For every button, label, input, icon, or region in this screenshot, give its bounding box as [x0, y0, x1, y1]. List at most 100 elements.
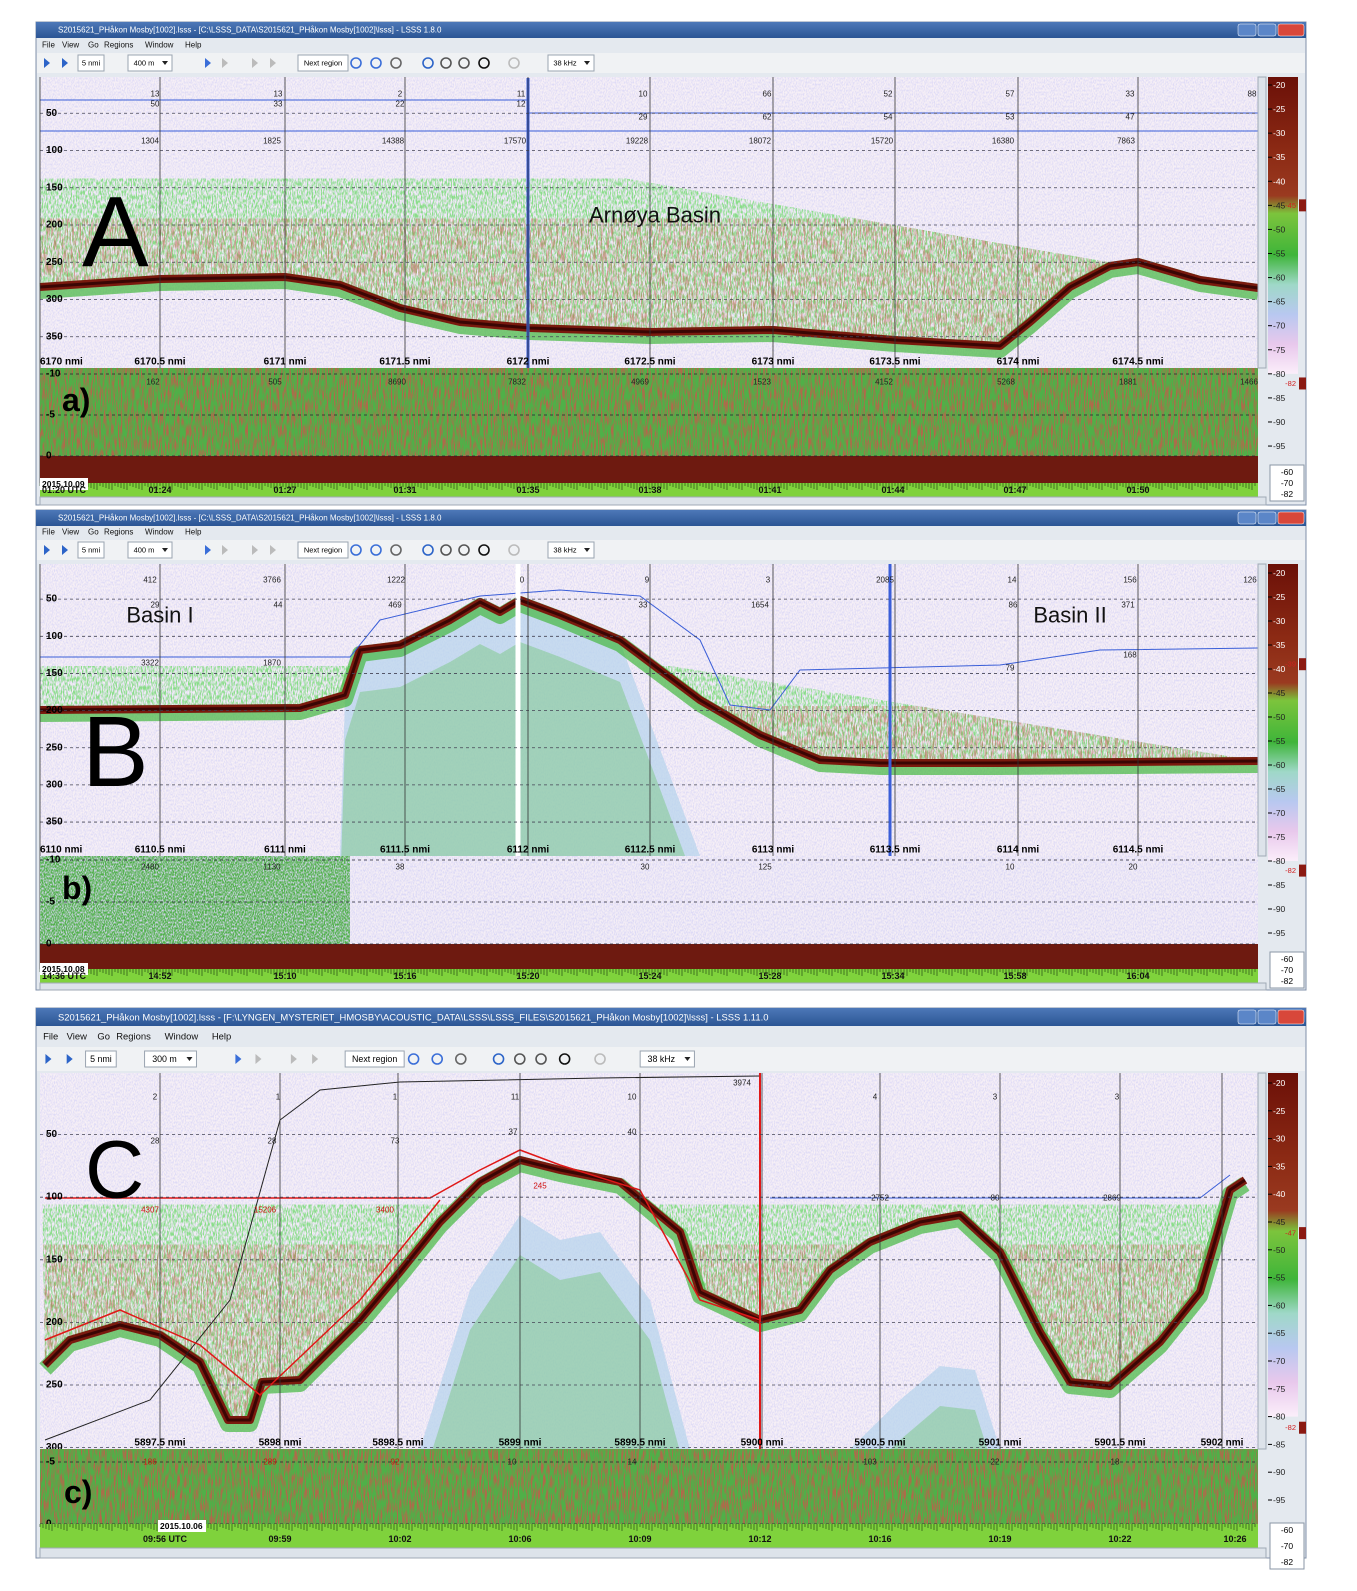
tool-icon[interactable]	[370, 544, 382, 556]
tool-icon[interactable]	[513, 1053, 526, 1065]
dropdown-arrow[interactable]	[584, 61, 590, 65]
menu-item[interactable]: File	[42, 528, 55, 537]
tool-icon[interactable]	[458, 544, 470, 556]
menu-item[interactable]: Window	[165, 1031, 199, 1042]
toolbar-field[interactable]	[639, 1050, 695, 1068]
close-button[interactable]	[1277, 23, 1305, 37]
menu-item[interactable]: Regions	[104, 41, 133, 50]
menu-item[interactable]: Help	[212, 1031, 231, 1042]
tool-icon[interactable]	[458, 57, 470, 69]
tool-icon[interactable]	[478, 57, 490, 69]
toolbar-field[interactable]	[127, 541, 173, 559]
tool-icon[interactable]	[370, 57, 382, 69]
tool-icon[interactable]	[440, 544, 452, 556]
sub-region-label: 103	[863, 1458, 877, 1467]
v-scrollbar[interactable]	[1257, 563, 1267, 857]
toolbar-field[interactable]	[144, 1050, 197, 1068]
toolbar-field[interactable]	[77, 54, 105, 72]
tool-icon[interactable]	[431, 1053, 444, 1065]
maximize-button[interactable]	[1257, 511, 1277, 525]
menu-item[interactable]: View	[62, 528, 79, 537]
toolbar-field[interactable]	[127, 54, 173, 72]
menu-item[interactable]: View	[67, 1031, 87, 1042]
nav-icon[interactable]	[252, 545, 258, 555]
nav-icon[interactable]	[222, 545, 228, 555]
menu-item[interactable]: Window	[145, 41, 174, 50]
minimize-button[interactable]	[1237, 511, 1257, 525]
tool-icon[interactable]	[350, 544, 362, 556]
nav-icon[interactable]	[235, 1054, 242, 1064]
distance-label: 6174.5 nmi	[1112, 357, 1163, 368]
toolbar-field[interactable]	[344, 1050, 405, 1068]
nav-icon[interactable]	[255, 1054, 262, 1064]
tool-icon[interactable]	[350, 57, 362, 69]
nav-icon[interactable]	[205, 58, 211, 68]
tool-icon[interactable]	[478, 544, 490, 556]
nav-icon[interactable]	[62, 545, 68, 555]
menu-item[interactable]: Regions	[116, 1031, 151, 1042]
nav-icon[interactable]	[270, 58, 276, 68]
nav-icon[interactable]	[66, 1054, 73, 1064]
toolbar-field[interactable]	[547, 54, 595, 72]
toolbar-field[interactable]	[297, 54, 349, 72]
dropdown-arrow[interactable]	[186, 1057, 193, 1061]
v-scrollbar[interactable]	[1257, 1072, 1267, 1450]
nav-icon[interactable]	[290, 1054, 297, 1064]
tool-icon[interactable]	[422, 57, 434, 69]
nav-icon[interactable]	[44, 545, 50, 555]
menu-item[interactable]: Help	[185, 528, 202, 537]
dropdown-arrow[interactable]	[162, 61, 168, 65]
region-label: 66	[763, 90, 772, 99]
nav-icon[interactable]	[44, 58, 50, 68]
minimize-button[interactable]	[1237, 23, 1257, 37]
toolbar-field[interactable]	[297, 541, 349, 559]
tool-icon[interactable]	[508, 57, 520, 69]
menu-item[interactable]: File	[43, 1031, 58, 1042]
menu-item[interactable]: View	[62, 41, 79, 50]
sub-region-label: 2480	[141, 863, 159, 872]
dropdown-arrow[interactable]	[162, 548, 168, 552]
tool-icon[interactable]	[508, 544, 520, 556]
maximize-button[interactable]	[1257, 23, 1277, 37]
distance-label: 6111.5 nmi	[380, 845, 430, 856]
close-button[interactable]	[1277, 1009, 1305, 1025]
toolbar-field[interactable]	[77, 541, 105, 559]
toolbar-field[interactable]	[547, 541, 595, 559]
menu-item[interactable]: Go	[97, 1031, 110, 1042]
toolbar-field[interactable]	[85, 1050, 117, 1068]
dropdown-arrow[interactable]	[684, 1057, 691, 1061]
h-scrollbar[interactable]	[39, 1547, 1267, 1559]
tool-icon[interactable]	[390, 57, 402, 69]
tool-icon[interactable]	[422, 544, 434, 556]
tool-icon[interactable]	[454, 1053, 467, 1065]
dropdown-arrow[interactable]	[584, 548, 590, 552]
h-scrollbar[interactable]	[39, 982, 1267, 991]
nav-icon[interactable]	[45, 1054, 52, 1064]
menu-item[interactable]: Go	[88, 41, 99, 50]
tool-icon[interactable]	[407, 1053, 420, 1065]
tool-icon[interactable]	[558, 1053, 571, 1065]
h-scrollbar[interactable]	[39, 496, 1267, 506]
nav-icon[interactable]	[222, 58, 228, 68]
menu-item[interactable]: Regions	[104, 528, 133, 537]
nav-icon[interactable]	[62, 58, 68, 68]
tool-icon[interactable]	[492, 1053, 505, 1065]
tool-icon[interactable]	[440, 57, 452, 69]
tool-icon[interactable]	[535, 1053, 547, 1065]
menu-item[interactable]: Go	[88, 528, 99, 537]
region-label: 40	[628, 1128, 637, 1137]
nav-icon[interactable]	[205, 545, 211, 555]
nav-icon[interactable]	[312, 1054, 319, 1064]
region-label: 13	[274, 90, 283, 99]
tool-icon[interactable]	[390, 544, 402, 556]
menu-item[interactable]: Help	[185, 41, 202, 50]
menu-item[interactable]: File	[42, 41, 55, 50]
v-scrollbar[interactable]	[1257, 76, 1267, 369]
nav-icon[interactable]	[270, 545, 276, 555]
menu-item[interactable]: Window	[145, 528, 174, 537]
nav-icon[interactable]	[252, 58, 258, 68]
close-button[interactable]	[1277, 511, 1305, 525]
minimize-button[interactable]	[1237, 1009, 1257, 1025]
maximize-button[interactable]	[1257, 1009, 1277, 1025]
tool-icon[interactable]	[594, 1053, 606, 1065]
